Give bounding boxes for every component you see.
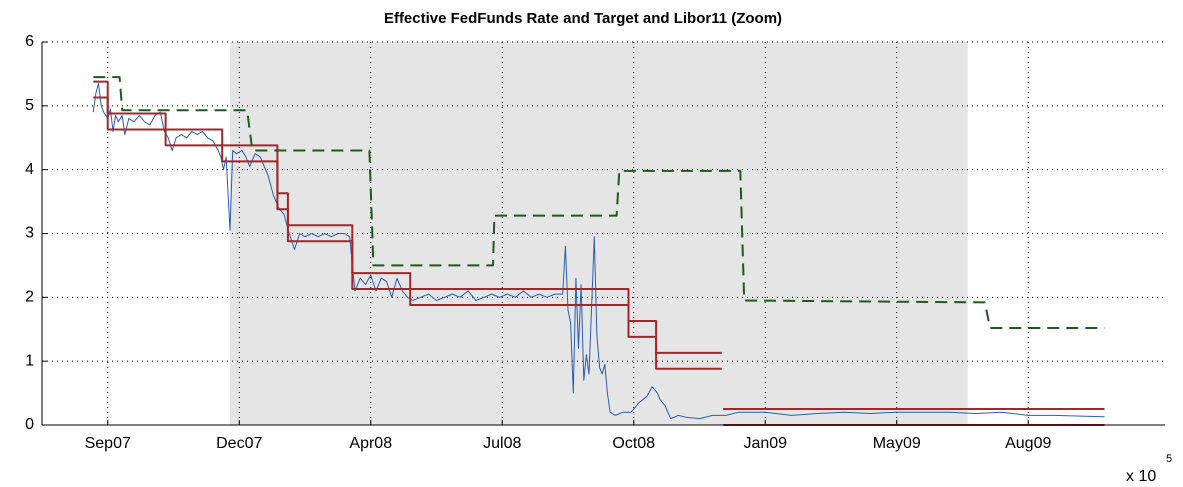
x-tick-label: May09 (873, 435, 921, 452)
series-line (93, 76, 1105, 329)
x-multiplier-exponent: 5 (1166, 453, 1172, 465)
y-tick-label: 0 (25, 416, 34, 433)
series-line (92, 83, 1105, 420)
x-tick-label: Aug09 (1005, 435, 1051, 452)
x-tick-label: Apr08 (349, 435, 392, 452)
y-tick-label: 6 (25, 33, 34, 50)
y-tick-label: 2 (25, 289, 34, 306)
y-tick-label: 5 (25, 97, 34, 114)
x-tick-label: Jan09 (743, 435, 787, 452)
y-tick-label: 3 (25, 225, 34, 242)
x-tick-label: Oct08 (612, 435, 655, 452)
x-tick-label: Jul08 (483, 435, 521, 452)
x-multiplier: x 10 (1126, 468, 1156, 485)
x-tick-label: Dec07 (216, 435, 262, 452)
y-tick-label: 1 (25, 352, 34, 369)
x-tick-label: Sep07 (85, 435, 131, 452)
chart-title: Effective FedFunds Rate and Target and L… (384, 10, 782, 27)
y-tick-label: 4 (25, 161, 34, 178)
